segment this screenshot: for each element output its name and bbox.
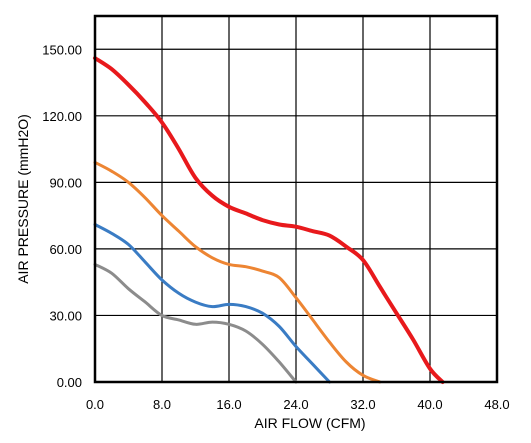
plot-frame	[93, 14, 499, 384]
y-tick-label: 120.00	[42, 109, 82, 124]
x-tick-label: 32.0	[350, 397, 375, 412]
y-tick-label: 30.00	[49, 308, 82, 323]
x-tick-label: 24.0	[283, 397, 308, 412]
y-tick-label: 0.00	[57, 375, 82, 390]
series-layer	[93, 56, 445, 384]
y-tick-label: 60.00	[49, 242, 82, 257]
series-line-4	[93, 262, 298, 384]
x-tick-label: 16.0	[216, 397, 241, 412]
y-tick-label: 150.00	[42, 42, 82, 57]
series-line-2	[93, 160, 382, 384]
x-tick-labels: 0.0 8.0 16.0 24.0 32.0 40.0 48.0	[86, 397, 510, 412]
x-axis-title: AIR FLOW (CFM)	[254, 415, 365, 431]
y-tick-label: 90.00	[49, 175, 82, 190]
y-tick-labels: 0.00 30.00 60.00 90.00 120.00 150.00	[42, 42, 82, 390]
x-tick-label: 40.0	[417, 397, 442, 412]
x-tick-label: 48.0	[484, 397, 509, 412]
series-line-1	[93, 56, 445, 384]
x-tick-label: 8.0	[153, 397, 171, 412]
series-line-3	[93, 223, 331, 384]
x-tick-label: 0.0	[86, 397, 104, 412]
y-axis-title: AIR PRESSURE (mmH2O)	[15, 114, 31, 284]
grid-lines	[94, 16, 498, 383]
